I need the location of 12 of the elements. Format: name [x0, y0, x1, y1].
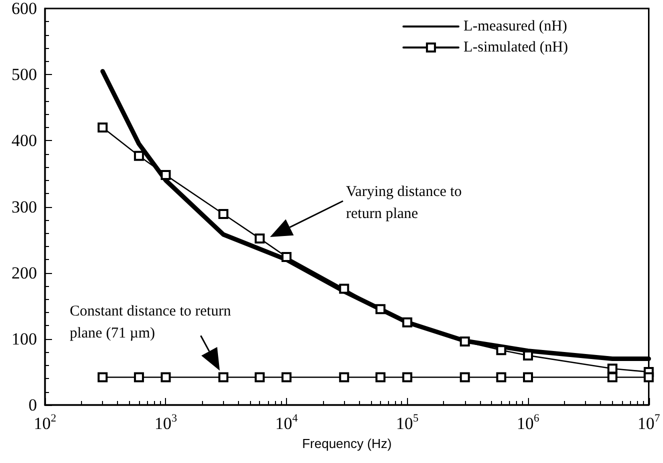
y-tick-label: 0	[28, 396, 37, 414]
y-tick-label: 200	[12, 263, 37, 282]
y-tick-label: 400	[12, 131, 37, 150]
x-axis-title: Frequency (Hz)	[302, 436, 392, 451]
y-tick-label: 600	[12, 0, 37, 18]
legend-label: L-simulated (nH)	[463, 40, 568, 56]
y-tick-label: 500	[12, 65, 37, 84]
y-tick-label: 300	[12, 197, 37, 216]
y-tick-label: 100	[12, 329, 37, 348]
annotation: Constant distance to return plane (71 µm)	[70, 304, 232, 342]
legend-label: L-measured (nH)	[463, 18, 568, 34]
annotation: Varying distance to return plane	[346, 184, 462, 222]
